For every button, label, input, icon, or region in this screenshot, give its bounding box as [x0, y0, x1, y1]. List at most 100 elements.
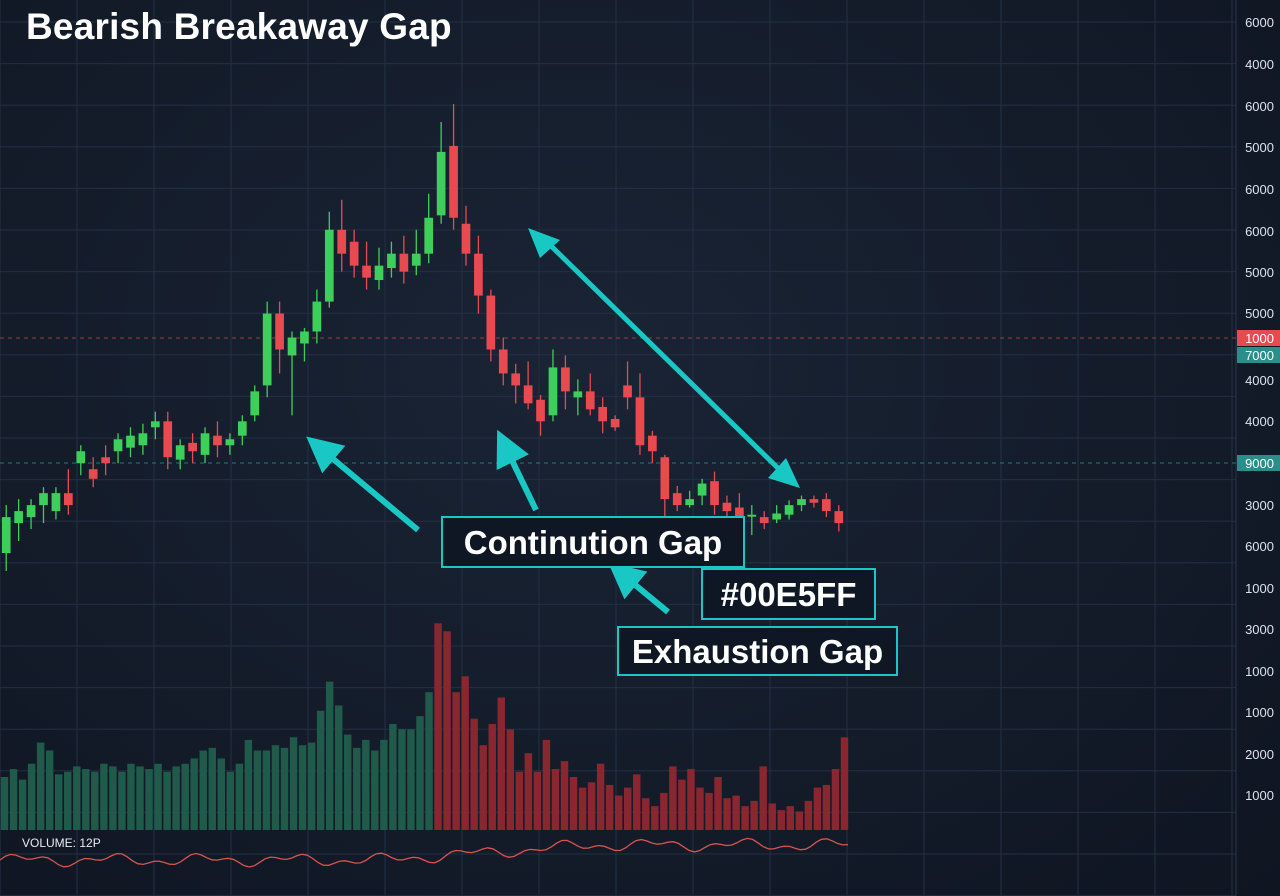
candle-body [598, 406, 608, 422]
continuation-gap-callout: Continution Gap [441, 516, 745, 568]
volume-bar [614, 795, 623, 830]
candle-body [362, 265, 371, 278]
volume-bar [100, 763, 108, 830]
volume-bar [452, 692, 460, 830]
candle-body [26, 505, 36, 518]
volume-bar [199, 750, 207, 830]
candle-body [573, 391, 583, 398]
volume-bar [687, 769, 695, 830]
volume-bar [723, 798, 731, 830]
volume-bar [669, 766, 677, 830]
candle-body [138, 433, 148, 446]
candle-body [648, 435, 657, 452]
volume-bar [777, 810, 785, 830]
arrow-continuation [496, 429, 539, 512]
volume-bar [768, 803, 776, 830]
volume-bar [344, 734, 352, 830]
double-arrow-trend [543, 238, 790, 480]
volume-bar [840, 737, 849, 830]
candle-body [523, 385, 533, 404]
y-axis-label: 1000 [1245, 664, 1274, 679]
volume-bar [416, 716, 424, 830]
volume-bar [190, 758, 198, 830]
candle-body [797, 499, 806, 506]
price-tags: 1000 7000 9000 [1237, 330, 1280, 471]
candle-body [374, 265, 384, 281]
volume-label: VOLUME: 12P [22, 836, 101, 850]
candle-body [76, 451, 86, 464]
volume-bar [226, 771, 235, 830]
volume-bar [244, 739, 253, 830]
volume-oscillator-line [0, 837, 849, 868]
volume-bar [54, 774, 63, 830]
candles [1, 104, 844, 571]
volume-bar [759, 766, 767, 830]
volume-bar [786, 806, 795, 830]
y-axis-label: 6000 [1245, 539, 1274, 554]
candle-body [735, 507, 744, 518]
volume-bar [36, 742, 45, 830]
price-tag-label: 7000 [1245, 348, 1274, 363]
candle-body [722, 502, 732, 512]
candle-body [411, 253, 421, 266]
y-axis-label: 6000 [1245, 99, 1274, 114]
price-tag-label: 1000 [1245, 331, 1274, 346]
candle-body [113, 439, 123, 452]
volume-bar [0, 777, 9, 830]
candle-body [449, 145, 458, 218]
volume-bar [678, 779, 686, 830]
candle-body [39, 493, 48, 506]
volume-bar [551, 769, 560, 830]
exhaustion-gap-callout: Exhaustion Gap [617, 626, 898, 676]
price-tag-label: 9000 [1245, 456, 1274, 471]
candle-body [822, 499, 831, 512]
volume-bar [741, 806, 749, 830]
volume-bar [596, 763, 605, 830]
volume-bar [181, 763, 189, 830]
volume-bar [705, 792, 713, 830]
arrow-head-down [768, 458, 800, 488]
volume-bar [660, 792, 668, 830]
volume-bar [145, 769, 153, 830]
arrow-exhaustion [608, 562, 670, 615]
volume-bar [470, 718, 478, 830]
candle-body [436, 151, 446, 216]
candle-body [213, 435, 222, 446]
candle-body [672, 493, 682, 506]
volume-bar [208, 747, 216, 830]
candle-body [175, 445, 185, 460]
volume-bar [804, 800, 813, 830]
y-axis-label: 3000 [1245, 498, 1274, 513]
candle-body [101, 457, 110, 464]
candle-body [349, 241, 359, 266]
volume-bar [488, 724, 496, 830]
volume-bar [407, 729, 415, 830]
volume-bar [732, 795, 740, 830]
volume-bar [605, 784, 614, 830]
y-axis-label: 4000 [1245, 57, 1274, 72]
candle-body [287, 337, 297, 356]
y-axis-label: 2000 [1245, 747, 1274, 762]
candle-body [710, 481, 719, 506]
candle-body [262, 313, 272, 386]
volume-bar [443, 631, 451, 830]
candle-body [498, 349, 508, 374]
volume-bar [578, 787, 587, 830]
y-axis-labels: 6000 4000 6000 5000 6000 6000 5000 5000 4000 4000… [1245, 15, 1274, 803]
volume-bar [118, 771, 126, 830]
price-tag [1237, 347, 1280, 363]
volume-bar [587, 782, 596, 830]
candle-body [474, 253, 483, 296]
volume-bar [515, 771, 524, 830]
volume-bar [325, 681, 334, 830]
candle-body [623, 385, 632, 398]
volume-bar [461, 676, 469, 830]
volume-bar [714, 777, 722, 830]
candle-body [772, 513, 782, 520]
volume-bar [389, 724, 397, 830]
volume-bar [280, 747, 289, 830]
y-axis-label: 6000 [1245, 224, 1274, 239]
volume-bar [750, 800, 758, 830]
candle-body [14, 511, 23, 524]
